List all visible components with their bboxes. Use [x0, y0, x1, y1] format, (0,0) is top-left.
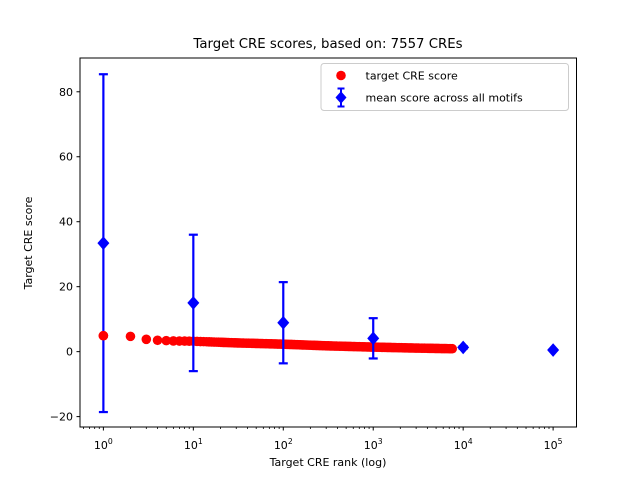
y-tick-label: 40: [59, 216, 73, 229]
plot-area: [79, 57, 577, 428]
mean-score-diamond: [547, 343, 560, 357]
target-score-point: [161, 335, 172, 346]
mean-score-diamond: [97, 236, 110, 250]
x-tick-label: 103: [364, 437, 383, 452]
y-axis-label: Target CRE score: [22, 196, 35, 290]
x-axis-label: Target CRE rank (log): [269, 456, 387, 469]
legend-box: [320, 63, 569, 111]
legend-circle-marker: [336, 70, 346, 81]
y-tick-label: 20: [59, 281, 73, 294]
y-tick-label: 60: [59, 151, 73, 164]
mean-score-diamond: [187, 296, 200, 310]
x-tick-label: 102: [274, 437, 293, 452]
target-score-point: [152, 335, 163, 346]
target-score-point: [447, 343, 458, 354]
x-tick-label: 101: [184, 437, 203, 452]
y-tick-label: 0: [66, 346, 73, 359]
target-score-point-rank1: [98, 330, 109, 341]
y-tick-label: 80: [59, 86, 73, 99]
mean-score-diamond: [457, 340, 470, 355]
mean-score-diamond: [277, 315, 290, 330]
y-tick-label: −20: [50, 411, 73, 424]
x-tick-label: 104: [454, 437, 473, 452]
legend-diamond-marker: [335, 91, 347, 104]
target-score-point: [141, 334, 152, 345]
legend-label-mean: mean score across all motifs: [366, 92, 524, 105]
chart-title: Target CRE scores, based on: 7557 CREs: [192, 37, 462, 52]
x-tick-label: 100: [94, 437, 113, 452]
mean-score-diamond: [367, 331, 380, 346]
legend-label-target: target CRE score: [366, 70, 459, 83]
x-tick-label: 105: [544, 437, 563, 452]
target-score-point: [125, 331, 136, 342]
